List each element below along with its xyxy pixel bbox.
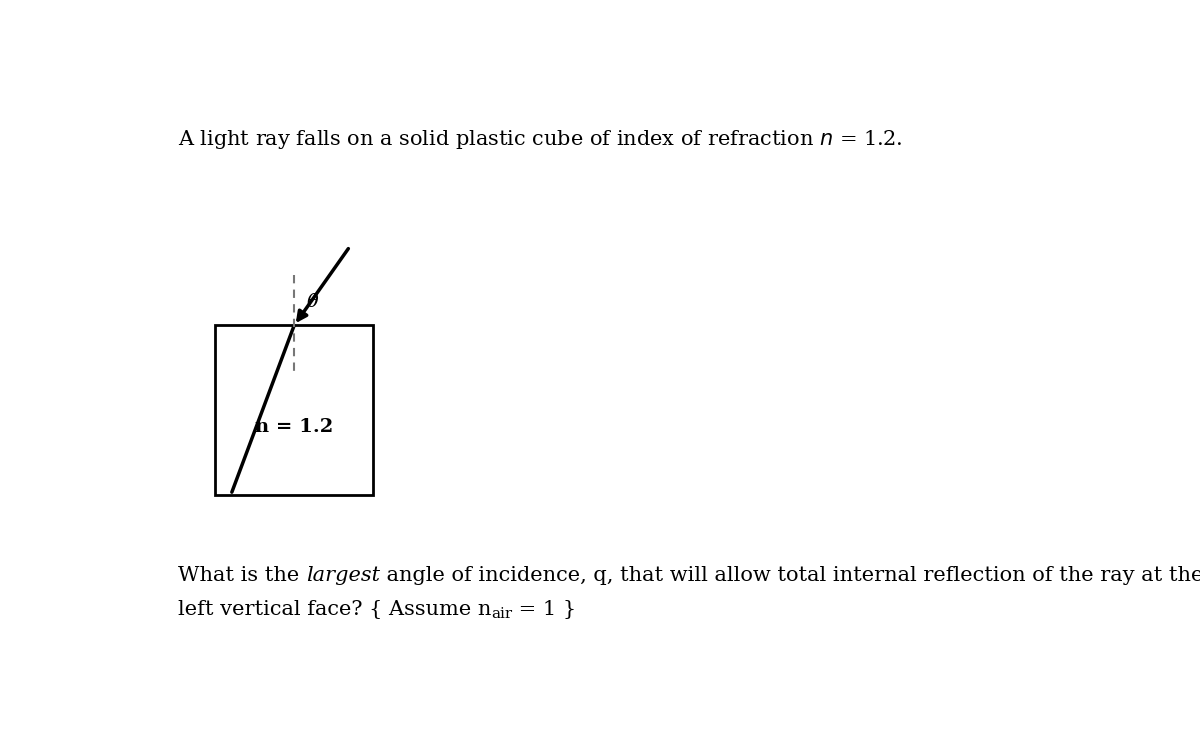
Text: n = 1.2: n = 1.2: [256, 418, 334, 436]
Text: air: air: [491, 607, 512, 621]
Text: angle of incidence, q, that will allow total internal reflection of the ray at t: angle of incidence, q, that will allow t…: [379, 566, 1200, 585]
Text: = 1 }: = 1 }: [512, 600, 576, 619]
Text: A light ray falls on a solid plastic cube of index of refraction $\it{n}$ = 1.2.: A light ray falls on a solid plastic cub…: [178, 128, 902, 150]
Text: What is the: What is the: [178, 566, 306, 585]
Text: θ: θ: [306, 293, 318, 310]
Text: largest: largest: [306, 566, 379, 585]
Text: left vertical face? { Assume n: left vertical face? { Assume n: [178, 600, 491, 619]
Bar: [215, 325, 373, 495]
